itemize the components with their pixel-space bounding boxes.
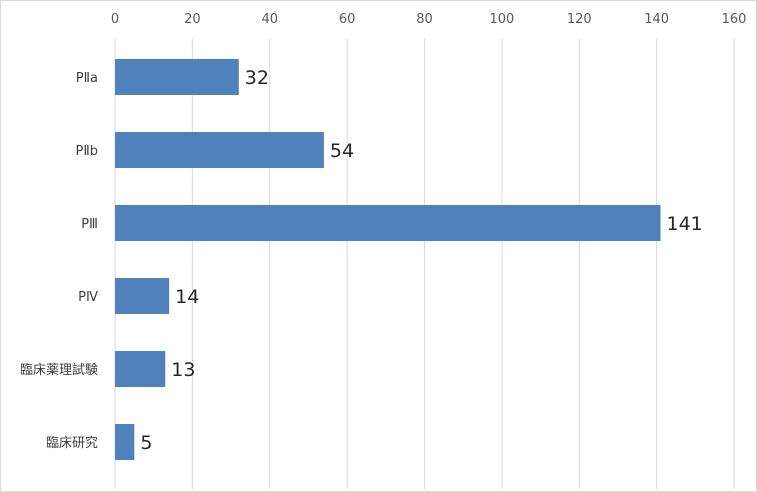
- x-tick-label: 80: [416, 12, 433, 27]
- data-label: 141: [666, 213, 702, 235]
- data-label: 32: [245, 67, 269, 89]
- bar: [115, 424, 135, 460]
- category-label: PⅢ: [81, 217, 98, 232]
- x-tick-label: 0: [111, 12, 119, 27]
- category-label: PⅣ: [78, 290, 98, 305]
- data-label: 14: [175, 286, 199, 308]
- data-labels: 32 54 141 14 13 5: [140, 67, 702, 454]
- x-tick-label: 160: [722, 12, 747, 27]
- x-tick-label: 60: [339, 12, 356, 27]
- x-axis-ticks: 0 20 40 60 80 100 120 140 160: [111, 12, 747, 27]
- x-tick-label: 20: [184, 12, 201, 27]
- data-label: 5: [140, 432, 152, 454]
- gridlines: [191, 39, 735, 489]
- data-label: 54: [330, 140, 354, 162]
- bar: [115, 351, 166, 387]
- data-label: 13: [171, 359, 195, 381]
- bars: [115, 59, 661, 460]
- category-label: 臨床薬理試験: [20, 362, 98, 378]
- category-label: 臨床研究: [46, 436, 98, 451]
- x-tick-label: 100: [489, 12, 514, 27]
- bar: [115, 205, 661, 241]
- category-label: PⅡb: [76, 144, 99, 159]
- x-tick-label: 40: [261, 12, 278, 27]
- bar: [115, 132, 324, 168]
- x-tick-label: 120: [567, 12, 592, 27]
- x-tick-label: 140: [644, 12, 669, 27]
- bar: [115, 278, 170, 314]
- category-label: PⅡa: [76, 71, 98, 86]
- bar: [115, 59, 239, 95]
